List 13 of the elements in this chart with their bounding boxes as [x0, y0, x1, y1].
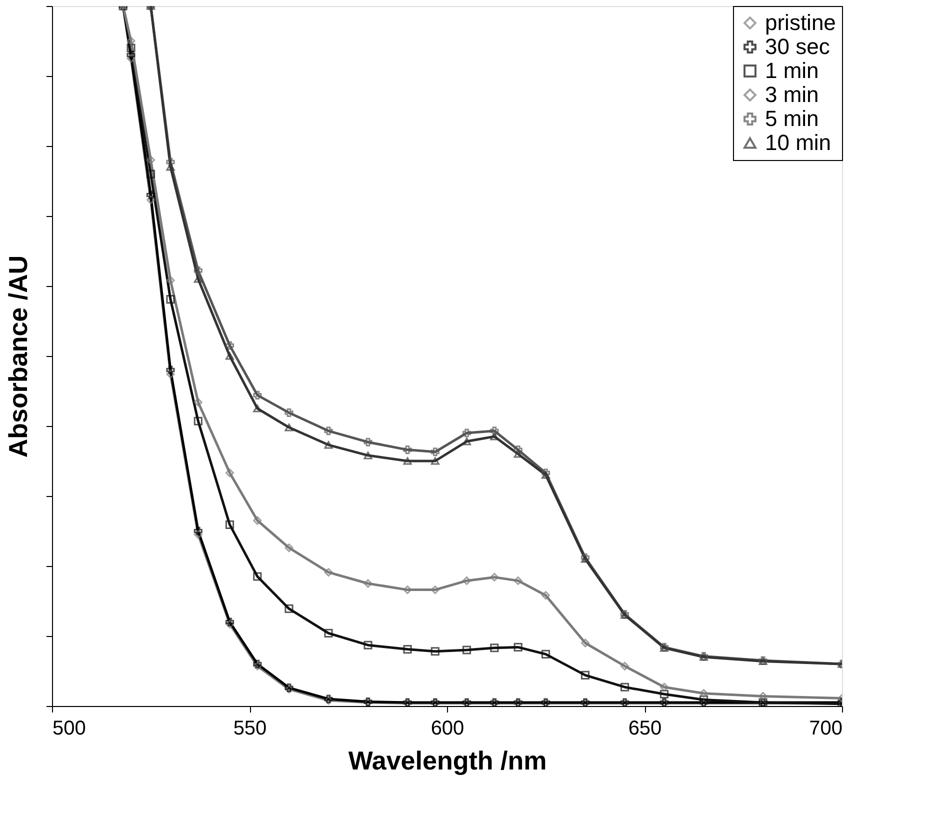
legend-label: 30 sec: [765, 34, 830, 59]
legend-label: pristine: [765, 10, 836, 35]
legend-label: 10 min: [765, 130, 832, 155]
x-tick-label: 500: [52, 718, 86, 740]
y-axis-title: Absorbance /AU: [3, 255, 33, 458]
legend-label: 5 min: [765, 106, 819, 131]
legend-label: 1 min: [765, 58, 819, 83]
x-tick-label: 650: [628, 718, 662, 740]
x-tick-label: 700: [809, 718, 842, 740]
x-tick-label: 600: [430, 718, 464, 740]
x-axis-title: Wavelength /nm: [348, 746, 547, 776]
legend-label: 3 min: [765, 82, 819, 107]
x-tick-label: 550: [233, 718, 267, 740]
